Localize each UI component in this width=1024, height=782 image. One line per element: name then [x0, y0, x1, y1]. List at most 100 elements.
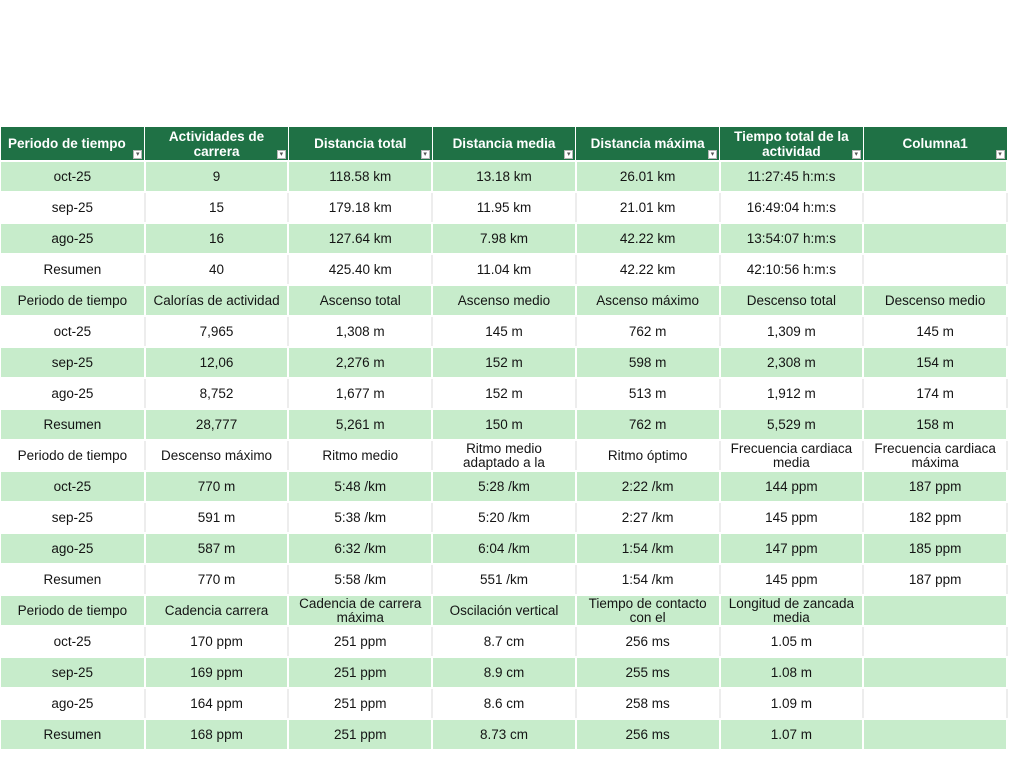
data-cell[interactable]: 8.9 cm — [432, 657, 577, 689]
data-cell[interactable]: 8.6 cm — [432, 688, 577, 720]
data-cell[interactable]: 251 ppm — [288, 626, 434, 658]
data-cell[interactable]: 42:10:56 h:m:s — [719, 254, 865, 286]
data-cell[interactable]: ago-25 — [1, 223, 146, 255]
data-cell[interactable]: 147 ppm — [719, 533, 865, 565]
data-cell[interactable] — [863, 254, 1008, 286]
section-header-cell[interactable]: Calorías de actividad — [144, 285, 290, 317]
column-header-6[interactable]: Tiempo total de la actividad ▾ — [719, 127, 864, 162]
section-header-cell[interactable]: Oscilación vertical — [432, 595, 577, 627]
data-cell[interactable]: 182 ppm — [863, 502, 1008, 534]
data-cell[interactable] — [863, 688, 1008, 720]
data-cell[interactable]: ago-25 — [1, 378, 146, 410]
data-cell[interactable]: 6:04 /km — [432, 533, 577, 565]
data-cell[interactable]: 145 m — [863, 316, 1008, 348]
data-cell[interactable]: 11.04 km — [432, 254, 577, 286]
data-cell[interactable]: 7.98 km — [432, 223, 577, 255]
data-cell[interactable]: sep-25 — [1, 657, 146, 689]
data-cell[interactable]: 1:54 /km — [575, 564, 721, 596]
data-cell[interactable]: 13.18 km — [432, 161, 577, 193]
data-cell[interactable]: oct-25 — [1, 471, 146, 503]
data-cell[interactable]: 2:27 /km — [575, 502, 721, 534]
section-header-cell[interactable]: Cadencia carrera — [144, 595, 290, 627]
data-cell[interactable]: 42.22 km — [575, 223, 721, 255]
data-cell[interactable]: 256 ms — [575, 719, 721, 751]
data-cell[interactable]: sep-25 — [1, 502, 146, 534]
column-header-5[interactable]: Distancia máxima ▾ — [575, 127, 721, 162]
data-cell[interactable]: 6:32 /km — [288, 533, 434, 565]
column-header-4[interactable]: Distancia media ▾ — [432, 127, 577, 162]
data-cell[interactable]: 28,777 — [144, 409, 290, 441]
data-cell[interactable]: 1:54 /km — [575, 533, 721, 565]
data-cell[interactable]: 168 ppm — [144, 719, 290, 751]
column-header-7[interactable]: Columna1 ▾ — [863, 127, 1008, 162]
data-cell[interactable]: 8.7 cm — [432, 626, 577, 658]
section-header-cell[interactable]: Periodo de tiempo — [1, 285, 146, 317]
data-cell[interactable]: 5:20 /km — [432, 502, 577, 534]
data-cell[interactable]: 187 ppm — [863, 564, 1008, 596]
section-header-cell[interactable]: Frecuencia cardiaca media — [719, 440, 865, 472]
data-cell[interactable]: 5,261 m — [288, 409, 434, 441]
data-cell[interactable]: 169 ppm — [144, 657, 290, 689]
data-cell[interactable]: 2,308 m — [719, 347, 865, 379]
data-cell[interactable]: 1,912 m — [719, 378, 865, 410]
section-header-cell[interactable]: Descenso máximo — [144, 440, 290, 472]
data-cell[interactable]: ago-25 — [1, 533, 146, 565]
data-cell[interactable]: 127.64 km — [288, 223, 434, 255]
data-cell[interactable]: 16 — [144, 223, 290, 255]
data-cell[interactable]: 1.07 m — [719, 719, 865, 751]
data-cell[interactable]: 251 ppm — [288, 688, 434, 720]
section-header-cell[interactable]: Frecuencia cardiaca máxima — [863, 440, 1008, 472]
data-cell[interactable]: Resumen — [1, 409, 146, 441]
filter-dropdown-icon[interactable]: ▾ — [420, 150, 430, 159]
data-cell[interactable]: 1,308 m — [288, 316, 434, 348]
data-cell[interactable]: 170 ppm — [144, 626, 290, 658]
data-cell[interactable] — [863, 192, 1008, 224]
data-cell[interactable]: 187 ppm — [863, 471, 1008, 503]
data-cell[interactable]: 174 m — [863, 378, 1008, 410]
data-cell[interactable]: 258 ms — [575, 688, 721, 720]
data-cell[interactable]: 5:58 /km — [288, 564, 434, 596]
data-cell[interactable]: 13:54:07 h:m:s — [719, 223, 865, 255]
column-header-2[interactable]: Actividades de carrera ▾ — [144, 127, 289, 162]
section-header-cell[interactable]: Longitud de zancada media — [719, 595, 865, 627]
data-cell[interactable]: 770 m — [144, 564, 290, 596]
filter-dropdown-icon[interactable]: ▾ — [708, 150, 718, 159]
data-cell[interactable]: 26.01 km — [575, 161, 721, 193]
data-cell[interactable]: 15 — [144, 192, 290, 224]
data-cell[interactable] — [863, 719, 1008, 751]
section-header-cell[interactable]: Descenso total — [719, 285, 865, 317]
column-header-3[interactable]: Distancia total ▾ — [288, 127, 433, 162]
data-cell[interactable]: 1.05 m — [719, 626, 865, 658]
section-header-cell[interactable]: Periodo de tiempo — [1, 440, 146, 472]
data-cell[interactable]: 144 ppm — [719, 471, 865, 503]
data-cell[interactable] — [863, 657, 1008, 689]
data-cell[interactable]: 5:38 /km — [288, 502, 434, 534]
data-cell[interactable]: 1,309 m — [719, 316, 865, 348]
data-cell[interactable]: 2,276 m — [288, 347, 434, 379]
data-cell[interactable]: 251 ppm — [288, 719, 434, 751]
data-cell[interactable]: 5,529 m — [719, 409, 865, 441]
data-cell[interactable]: 152 m — [432, 347, 577, 379]
section-header-cell[interactable]: Periodo de tiempo — [1, 595, 146, 627]
data-cell[interactable]: 5:28 /km — [432, 471, 577, 503]
data-cell[interactable]: 1,677 m — [288, 378, 434, 410]
data-cell[interactable]: 11.95 km — [432, 192, 577, 224]
data-cell[interactable]: oct-25 — [1, 626, 146, 658]
data-cell[interactable]: 5:48 /km — [288, 471, 434, 503]
data-cell[interactable]: 8,752 — [144, 378, 290, 410]
data-cell[interactable]: 185 ppm — [863, 533, 1008, 565]
data-cell[interactable]: 256 ms — [575, 626, 721, 658]
data-cell[interactable]: 118.58 km — [288, 161, 434, 193]
data-cell[interactable]: oct-25 — [1, 316, 146, 348]
data-cell[interactable]: sep-25 — [1, 347, 146, 379]
section-header-cell[interactable]: Ritmo óptimo — [575, 440, 721, 472]
data-cell[interactable]: 762 m — [575, 409, 721, 441]
section-header-cell[interactable]: Ritmo medio adaptado a la — [432, 440, 577, 472]
filter-dropdown-icon[interactable]: ▾ — [851, 150, 861, 159]
data-cell[interactable]: 150 m — [432, 409, 577, 441]
data-cell[interactable]: 42.22 km — [575, 254, 721, 286]
data-cell[interactable]: 164 ppm — [144, 688, 290, 720]
data-cell[interactable]: Resumen — [1, 719, 146, 751]
data-cell[interactable]: 591 m — [144, 502, 290, 534]
section-header-cell[interactable]: Ascenso máximo — [575, 285, 721, 317]
